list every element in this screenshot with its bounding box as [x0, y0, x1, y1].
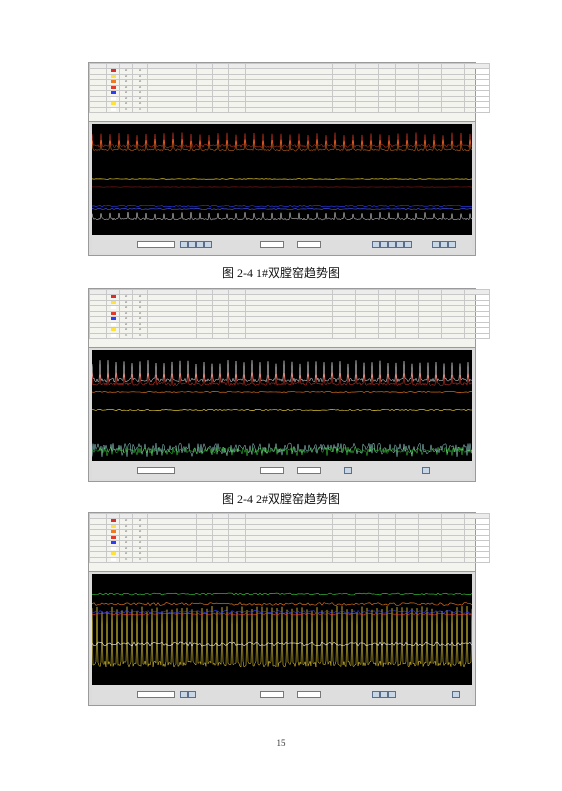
tag-table-3: ☑ ☑ ☑ ☑ ☑ ☑ ☑ ☑ ☑ ☑ ☑ ☑ ☑ ☑ ☐ ☐ — [89, 513, 490, 572]
first-button[interactable] — [372, 241, 380, 248]
series-yellow-trace — [92, 408, 472, 412]
series-white-trace — [92, 641, 472, 647]
trend-plot-2 — [92, 350, 472, 461]
series-orange-trace — [92, 138, 472, 152]
end-time-field[interactable] — [297, 241, 321, 248]
start-time-field[interactable] — [260, 467, 284, 474]
page-number: 15 — [276, 738, 286, 748]
series-red-trace — [92, 132, 472, 149]
series-yellow-trace — [92, 605, 472, 668]
series-white-trace — [92, 211, 472, 221]
trend-figure-2: ☑ ☑ ☑ ☑ ☑ ☑ ☑ ☑ ☑ ☑ ☑ ☑ ☑ ☑ ☐ ☐ — [88, 288, 490, 482]
figure-caption-2: 图 2-4 2#双膛窑趋势图 — [222, 492, 340, 506]
last-button[interactable] — [404, 241, 412, 248]
time-range-select[interactable] — [137, 241, 175, 248]
next-button[interactable] — [388, 691, 396, 698]
plot-toolbar-3 — [92, 685, 472, 703]
zoom-in-button[interactable] — [180, 691, 188, 698]
zoom-out-button[interactable] — [188, 691, 196, 698]
series-green-trace — [92, 592, 472, 596]
settings-button[interactable] — [422, 467, 430, 474]
tag-table-1: ☑ ☑ ☑ ☑ ☑ ☑ ☑ ☑ ☑ ☑ ☑ ☑ ☑ ☑ ☐ ☐ — [89, 63, 490, 122]
series-red-trace — [92, 372, 472, 387]
zoom-in-button[interactable] — [180, 241, 188, 248]
series-blue-trace — [92, 609, 472, 614]
series-white-trace — [92, 360, 472, 383]
series-blue2-trace — [92, 208, 472, 210]
series-orange-trace — [92, 602, 472, 606]
plot-toolbar-1 — [92, 235, 472, 253]
export-button[interactable] — [452, 691, 460, 698]
pan-button[interactable] — [196, 241, 204, 248]
start-time-field[interactable] — [260, 241, 284, 248]
series-cyan-trace — [92, 442, 472, 458]
end-time-field[interactable] — [297, 467, 321, 474]
play-button[interactable] — [388, 241, 396, 248]
series-blue-trace — [92, 204, 472, 208]
plot-toolbar-2 — [92, 461, 472, 479]
zoom-out-button[interactable] — [188, 241, 196, 248]
print-button[interactable] — [440, 241, 448, 248]
export-button[interactable] — [448, 241, 456, 248]
settings-button[interactable] — [432, 241, 440, 248]
series-green-trace — [92, 446, 472, 457]
series-orange-trace — [92, 391, 472, 393]
series-red-trace — [92, 612, 472, 616]
tag-table-2: ☑ ☑ ☑ ☑ ☑ ☑ ☑ ☑ ☑ ☑ ☑ ☑ ☑ ☑ ☐ ☐ — [89, 289, 490, 348]
prev-button[interactable] — [380, 691, 388, 698]
time-range-select[interactable] — [137, 691, 175, 698]
time-range-select[interactable] — [137, 467, 175, 474]
trend-figure-3: ☑ ☑ ☑ ☑ ☑ ☑ ☑ ☑ ☑ ☑ ☑ ☑ ☑ ☑ ☐ ☐ — [88, 512, 490, 706]
next-button[interactable] — [396, 241, 404, 248]
trend-plot-3 — [92, 574, 472, 685]
trend-plot-1 — [92, 124, 472, 235]
reset-button[interactable] — [204, 241, 212, 248]
end-time-field[interactable] — [297, 691, 321, 698]
query-button[interactable] — [344, 467, 352, 474]
start-time-field[interactable] — [260, 691, 284, 698]
figure-caption-1: 图 2-4 1#双膛窑趋势图 — [222, 266, 340, 280]
trend-figure-1: ☑ ☑ ☑ ☑ ☑ ☑ ☑ ☑ ☑ ☑ ☑ ☑ ☑ ☑ ☐ ☐ — [88, 62, 490, 256]
first-button[interactable] — [372, 691, 380, 698]
prev-button[interactable] — [380, 241, 388, 248]
series-yellow-trace — [92, 178, 472, 180]
